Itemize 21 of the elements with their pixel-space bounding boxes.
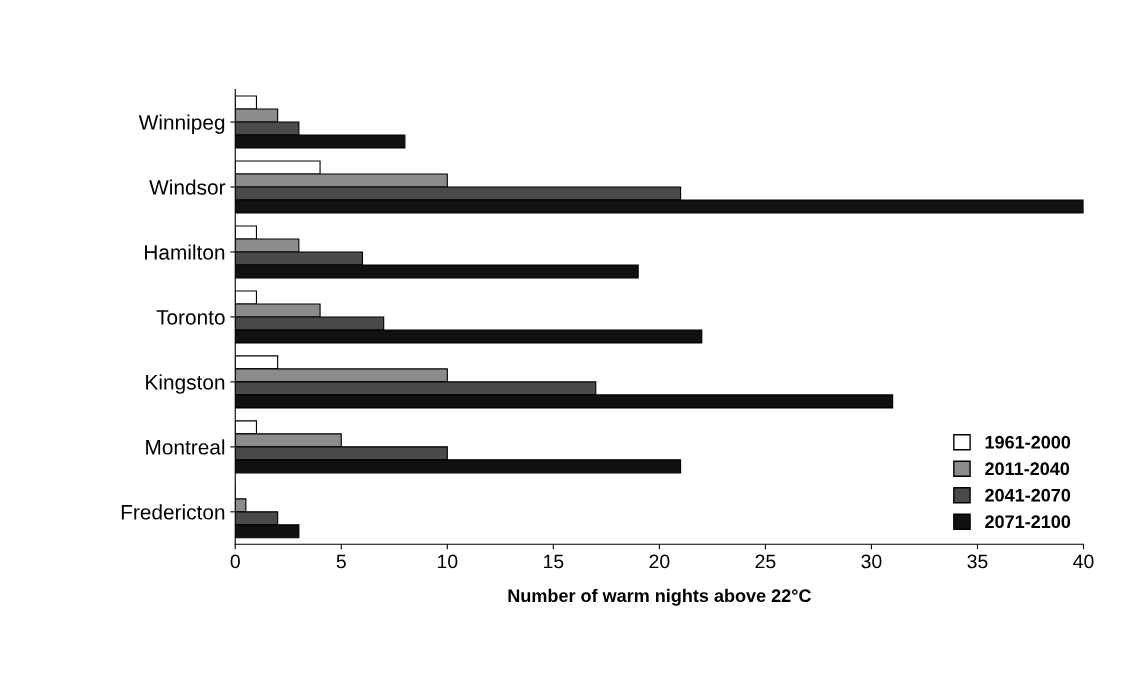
y-tick-label: Hamilton	[145, 244, 225, 260]
y-tick-label: Windsor	[149, 179, 226, 195]
x-tick-label: 0	[230, 554, 240, 569]
x-tick-label: 15	[544, 554, 564, 569]
x-tick-label: 25	[755, 554, 776, 569]
x-tick-label: 10	[437, 554, 458, 569]
x-tick-label: 30	[861, 554, 882, 569]
x-tick-label: 35	[967, 554, 988, 569]
y-tick-label: Toronto	[156, 310, 225, 325]
x-tick-label: 40	[1073, 554, 1094, 569]
legend-label: 2011-2040	[985, 462, 1070, 476]
y-tick-label: Kingston	[146, 374, 225, 394]
y-tick-label: Fredericton	[121, 504, 225, 520]
x-tick-label: 5	[336, 554, 346, 569]
legend-label: 2041-2070	[985, 488, 1071, 502]
x-axis-title: Number of warm nights above 22°C	[508, 588, 811, 606]
legend-label: 1961-2000	[985, 435, 1071, 449]
legend-label: 2071-2100	[985, 515, 1071, 529]
y-tick-label: Montreal	[146, 439, 225, 455]
y-tick-label: Winnipeg	[138, 114, 225, 134]
x-tick-label: 20	[649, 554, 670, 569]
